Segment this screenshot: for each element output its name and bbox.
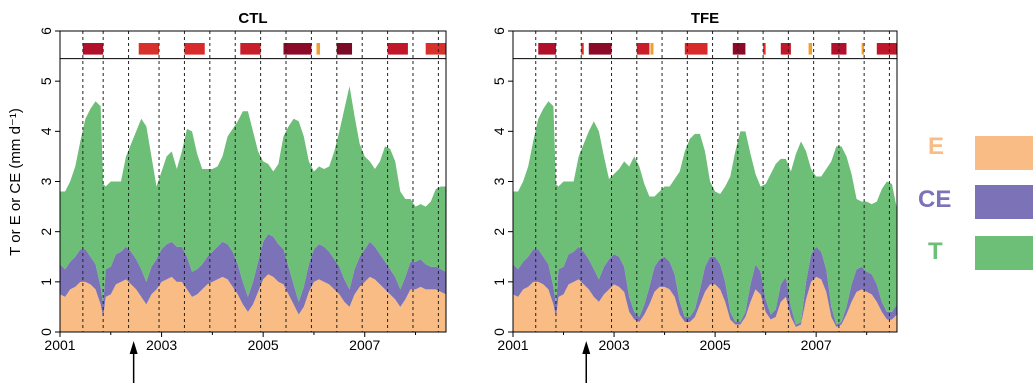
y-tick-label: 4: [491, 127, 507, 135]
series-area-e: [60, 274, 446, 332]
series-area-ce: [60, 234, 446, 317]
series-area-t: [60, 86, 446, 305]
y-tick-label: 5: [38, 77, 54, 85]
panel-tfe: TFE 0 1 2 3 4 5 6 2001 2003 2005 2007: [491, 10, 898, 383]
y-tick-label: 0: [38, 328, 54, 336]
y-tick-label: 3: [491, 177, 507, 185]
event-bar: [684, 43, 708, 55]
x-tick-label: 2005: [248, 337, 279, 353]
x-tick-label: 2007: [349, 337, 380, 353]
legend-swatch-ce: [975, 185, 1033, 219]
event-bar: [240, 43, 261, 55]
event-bar: [82, 43, 104, 55]
event-bar: [425, 43, 446, 55]
x-tick-label: 2003: [598, 337, 629, 353]
event-bar: [581, 43, 584, 55]
legend-swatch-e: [975, 136, 1033, 170]
event-bar: [861, 43, 865, 55]
event-bar: [387, 43, 408, 55]
y-tick-label: 0: [491, 328, 507, 336]
y-axis-label: T or E or CE (mm d⁻¹): [7, 108, 24, 256]
event-bar: [138, 43, 160, 55]
event-bar: [316, 43, 321, 55]
y-tick-label: 2: [38, 228, 54, 236]
y-tick-label: 6: [38, 27, 54, 35]
event-bar: [876, 43, 897, 55]
y-tick-label: 3: [38, 177, 54, 185]
arrow-head: [129, 341, 138, 354]
y-tick-label: 1: [38, 278, 54, 286]
y-tick-label: 4: [38, 127, 54, 135]
y-tick-label: 5: [491, 77, 507, 85]
arrow-head: [582, 341, 591, 354]
event-bar: [283, 43, 312, 55]
event-bar: [184, 43, 205, 55]
y-tick-label: 6: [491, 27, 507, 35]
series-area-e: [513, 276, 897, 332]
panel-ctl: CTL 0 1 2 3 4 5 6 2001 2003 2005 2007: [38, 10, 447, 383]
x-tick-label: 2003: [146, 337, 177, 353]
event-bar: [636, 43, 650, 55]
x-tick-label: 2005: [700, 337, 731, 353]
event-bar: [780, 43, 791, 55]
panel-title: TFE: [691, 10, 719, 27]
event-bar: [538, 43, 556, 55]
series-area-ce: [513, 246, 897, 327]
legend-label-t: T: [928, 238, 943, 265]
event-bar: [650, 43, 654, 55]
legend-swatch-t: [975, 236, 1033, 270]
event-bar: [808, 43, 813, 55]
event-bar: [763, 43, 766, 55]
event-bar: [588, 43, 612, 55]
x-tick-label: 2001: [44, 337, 75, 353]
legend-label-ce: CE: [918, 186, 952, 213]
x-tick-label: 2001: [497, 337, 528, 353]
event-bar: [831, 43, 847, 55]
event-bar: [732, 43, 746, 55]
y-tick-label: 1: [491, 278, 507, 286]
event-bar: [336, 43, 353, 55]
legend-label-e: E: [928, 133, 945, 160]
x-tick-label: 2007: [801, 337, 832, 353]
panel-title: CTL: [238, 10, 267, 27]
y-tick-label: 2: [491, 228, 507, 236]
series-area-t: [513, 101, 897, 325]
